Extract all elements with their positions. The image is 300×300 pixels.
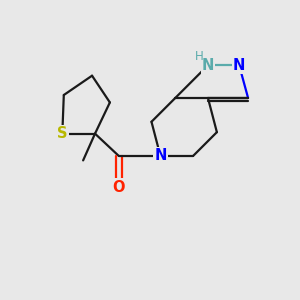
Text: S: S bbox=[57, 126, 68, 141]
Text: O: O bbox=[112, 180, 125, 195]
Text: N: N bbox=[154, 148, 167, 164]
Text: N: N bbox=[233, 58, 245, 73]
Text: H: H bbox=[195, 50, 204, 64]
Text: N: N bbox=[202, 58, 214, 73]
